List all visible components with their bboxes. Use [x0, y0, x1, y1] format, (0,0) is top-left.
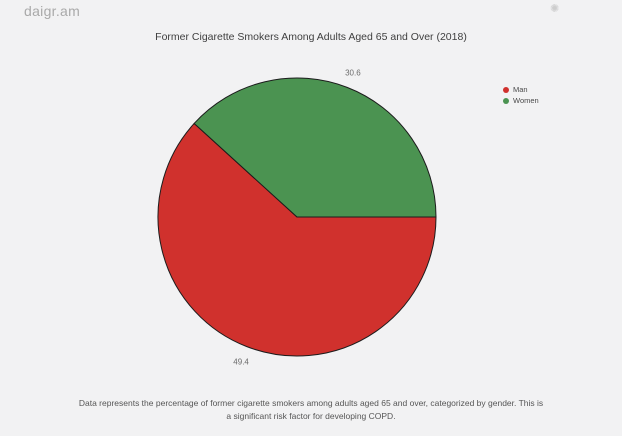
slice-value-label: 49.4 — [233, 358, 249, 367]
app-logo[interactable]: daigr.am — [24, 3, 81, 19]
legend-label-man: Man — [513, 85, 528, 94]
pie-slice-women[interactable] — [193, 77, 437, 218]
legend-label-women: Women — [513, 96, 539, 105]
spinner-icon: ✺ — [550, 3, 560, 15]
legend-swatch-women — [503, 97, 509, 104]
slice-value-label: 30.6 — [345, 68, 361, 77]
legend-item-man[interactable]: Man — [503, 84, 539, 95]
legend-swatch-man — [503, 86, 509, 93]
legend-item-women[interactable]: Women — [503, 95, 539, 106]
legend: Man Women — [503, 84, 539, 106]
chart-note: Data represents the percentage of former… — [78, 398, 544, 421]
chart-title: Former Cigarette Smokers Among Adults Ag… — [155, 31, 467, 43]
pie-slice-man[interactable] — [157, 122, 437, 357]
